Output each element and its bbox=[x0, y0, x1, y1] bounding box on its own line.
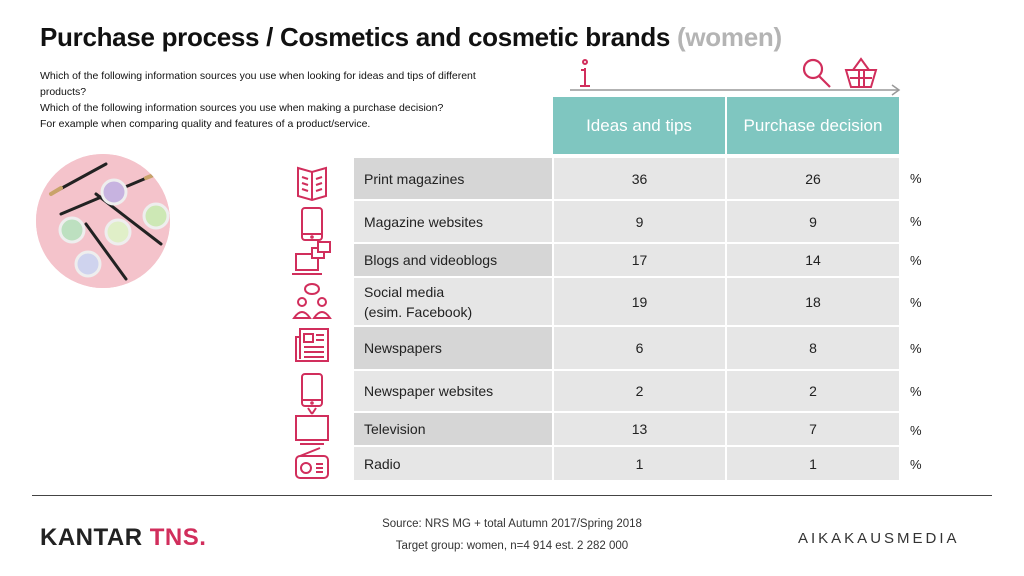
footer-divider bbox=[32, 495, 992, 496]
row-label-television: Television bbox=[354, 413, 552, 445]
cell-ideas-radio: 1 bbox=[554, 447, 725, 480]
basket-icon bbox=[844, 57, 878, 88]
cell-purchase-newspapers: 8 bbox=[727, 327, 899, 369]
tns-logo-text: TNS. bbox=[149, 524, 207, 551]
cell-purchase-newspaper-websites: 2 bbox=[727, 371, 899, 411]
row-label-social-media-line2: (esim. Facebook) bbox=[364, 303, 473, 320]
kantar-tns-logo: KANTAR TNS. bbox=[40, 524, 206, 552]
row-label-magazine-websites: Magazine websites bbox=[354, 201, 552, 242]
question-example: For example when comparing quality and f… bbox=[40, 118, 371, 130]
tv-icon bbox=[295, 407, 329, 445]
tablet-icon bbox=[301, 373, 323, 407]
percent-unit: % bbox=[910, 457, 922, 472]
people-chat-icon bbox=[292, 283, 332, 319]
cell-purchase-blogs: 14 bbox=[727, 244, 899, 276]
percent-unit: % bbox=[910, 341, 922, 356]
cell-purchase-social-media: 18 bbox=[727, 278, 899, 325]
journey-arrow-graphic bbox=[570, 57, 901, 96]
percent-unit: % bbox=[910, 295, 922, 310]
row-label-newspapers: Newspapers bbox=[354, 327, 552, 369]
percent-unit: % bbox=[910, 171, 922, 186]
row-label-newspaper-websites: Newspaper websites bbox=[354, 371, 552, 411]
percent-unit: % bbox=[910, 384, 922, 399]
magazine-icon bbox=[297, 166, 327, 202]
cell-purchase-radio: 1 bbox=[727, 447, 899, 480]
page-title: Purchase process / Cosmetics and cosmeti… bbox=[40, 22, 782, 53]
aikakausmedia-logo: AIKAKAUSMEDIA bbox=[798, 530, 960, 547]
row-label-social-media: Social media (esim. Facebook) bbox=[354, 278, 552, 325]
cell-ideas-print-magazines: 36 bbox=[554, 158, 725, 199]
source-note: Source: NRS MG + total Autumn 2017/Sprin… bbox=[382, 518, 642, 530]
cell-ideas-social-media: 19 bbox=[554, 278, 725, 325]
column-header-purchase: Purchase decision bbox=[727, 97, 899, 154]
info-icon bbox=[580, 59, 590, 87]
row-label-print-magazines: Print magazines bbox=[354, 158, 552, 199]
row-label-radio: Radio bbox=[354, 447, 552, 480]
question-ideas: Which of the following information sourc… bbox=[40, 70, 476, 98]
cosmetics-photo bbox=[36, 154, 170, 288]
target-group-note: Target group: women, n=4 914 est. 2 282 … bbox=[395, 540, 629, 552]
row-label-blogs: Blogs and videoblogs bbox=[354, 244, 552, 276]
row-label-social-media-line1: Social media bbox=[364, 283, 445, 300]
newspaper-icon bbox=[295, 328, 329, 362]
cell-ideas-blogs: 17 bbox=[554, 244, 725, 276]
radio-icon bbox=[295, 447, 329, 479]
cell-ideas-television: 13 bbox=[554, 413, 725, 445]
cell-purchase-television: 7 bbox=[727, 413, 899, 445]
tablet-icon bbox=[301, 207, 323, 241]
cell-ideas-magazine-websites: 9 bbox=[554, 201, 725, 242]
survey-questions: Which of the following information sourc… bbox=[40, 68, 510, 132]
kantar-logo-text: KANTAR bbox=[40, 524, 150, 551]
percent-unit: % bbox=[910, 423, 922, 438]
column-header-ideas: Ideas and tips bbox=[553, 97, 725, 154]
laptop-windows-icon bbox=[292, 241, 331, 275]
cell-purchase-print-magazines: 26 bbox=[727, 158, 899, 199]
cell-ideas-newspaper-websites: 2 bbox=[554, 371, 725, 411]
cell-purchase-magazine-websites: 9 bbox=[727, 201, 899, 242]
search-icon bbox=[802, 58, 831, 88]
title-main: Purchase process / Cosmetics and cosmeti… bbox=[40, 22, 678, 52]
percent-unit: % bbox=[910, 253, 922, 268]
title-qualifier: (women) bbox=[677, 22, 782, 52]
cell-ideas-newspapers: 6 bbox=[554, 327, 725, 369]
question-purchase: Which of the following information sourc… bbox=[40, 102, 444, 114]
percent-unit: % bbox=[910, 214, 922, 229]
